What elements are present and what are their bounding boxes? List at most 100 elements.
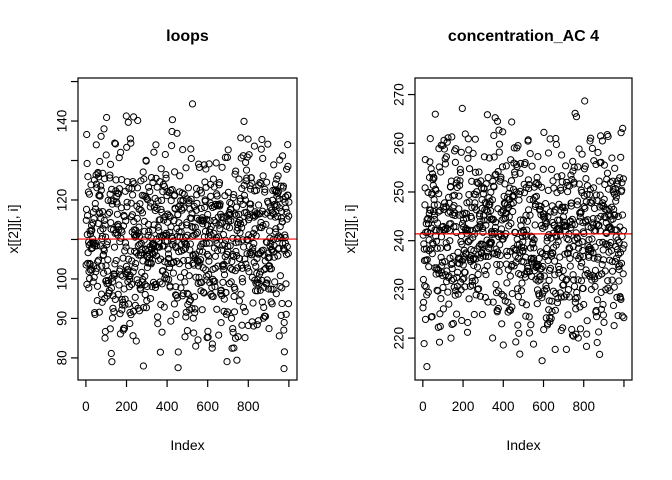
data-point — [532, 192, 541, 200]
data-point — [549, 287, 558, 295]
data-point — [106, 160, 115, 168]
data-point — [581, 162, 589, 170]
data-point — [140, 175, 148, 183]
data-point — [184, 184, 192, 192]
data-point — [139, 257, 147, 265]
data-point — [132, 337, 140, 345]
data-point — [183, 289, 191, 297]
data-point — [618, 211, 627, 219]
data-point — [100, 216, 109, 224]
data-point — [135, 223, 143, 231]
data-point — [234, 333, 242, 341]
data-point — [477, 177, 485, 185]
data-point — [421, 201, 429, 209]
data-point — [614, 250, 623, 258]
data-point — [200, 233, 208, 241]
data-point — [454, 268, 462, 276]
data-point — [199, 288, 207, 296]
data-point — [520, 244, 528, 252]
data-point — [208, 283, 216, 292]
y-tick-label: 260 — [392, 132, 407, 155]
data-point — [123, 203, 131, 211]
data-point — [595, 238, 604, 247]
data-point — [220, 271, 229, 279]
data-point — [107, 284, 116, 292]
data-point — [564, 286, 573, 294]
data-point — [108, 200, 116, 208]
data-point — [569, 242, 577, 251]
data-point — [285, 212, 293, 220]
data-point — [258, 135, 266, 144]
data-point — [608, 203, 616, 211]
data-point — [250, 239, 258, 248]
data-point — [554, 238, 562, 246]
data-point — [131, 247, 139, 255]
data-point — [596, 191, 604, 199]
data-point — [216, 200, 224, 208]
x-tick-label: 200 — [452, 399, 475, 414]
data-point — [129, 191, 137, 199]
data-point — [465, 295, 473, 303]
data-point — [244, 321, 252, 330]
data-point — [443, 138, 451, 146]
data-point — [487, 188, 495, 196]
data-point — [469, 149, 477, 157]
data-point — [183, 195, 191, 203]
data-point — [441, 160, 449, 168]
data-point — [143, 282, 151, 291]
data-point — [121, 239, 130, 247]
data-point — [451, 209, 459, 217]
data-point — [561, 207, 569, 215]
data-point — [92, 180, 101, 188]
data-point — [620, 227, 628, 235]
data-point — [147, 174, 156, 182]
scatter-panel-right: 0 200 400 600 800 220 230 240 250 260 270 — [392, 77, 633, 414]
data-point — [514, 142, 522, 150]
data-point — [450, 191, 458, 199]
data-point — [232, 167, 240, 175]
data-point — [531, 221, 539, 229]
data-point — [421, 184, 429, 192]
data-point — [428, 313, 436, 321]
data-point — [167, 317, 175, 325]
data-point — [511, 171, 519, 179]
data-point — [540, 272, 548, 280]
data-point — [141, 290, 149, 299]
data-point — [90, 215, 98, 223]
data-point — [195, 257, 203, 265]
data-point — [279, 152, 287, 160]
data-point — [203, 250, 211, 258]
data-point — [214, 246, 222, 255]
data-point — [161, 150, 169, 159]
data-point — [185, 298, 193, 306]
data-point — [282, 204, 290, 212]
data-point — [268, 300, 276, 308]
data-point — [493, 308, 501, 316]
data-point — [584, 223, 592, 231]
data-point — [284, 300, 293, 308]
data-point — [444, 288, 452, 296]
data-point — [468, 177, 476, 185]
data-point — [453, 183, 461, 192]
data-point — [448, 265, 456, 273]
data-point — [269, 248, 277, 256]
data-point — [146, 203, 154, 211]
data-point — [490, 183, 498, 191]
data-point — [228, 257, 236, 266]
data-point — [158, 280, 166, 288]
data-point — [450, 283, 458, 291]
data-point — [255, 201, 263, 209]
data-point — [248, 233, 256, 241]
data-point — [516, 350, 524, 358]
data-point — [550, 184, 558, 192]
data-point — [434, 208, 442, 216]
data-point — [465, 165, 474, 173]
data-point — [179, 146, 187, 154]
data-point — [571, 221, 579, 229]
data-point — [125, 273, 133, 281]
data-point — [552, 140, 561, 149]
data-point — [126, 135, 134, 143]
x-axis: 0 200 400 600 800 — [419, 380, 625, 414]
y-tick-label: 250 — [392, 181, 407, 204]
data-point — [524, 176, 533, 184]
